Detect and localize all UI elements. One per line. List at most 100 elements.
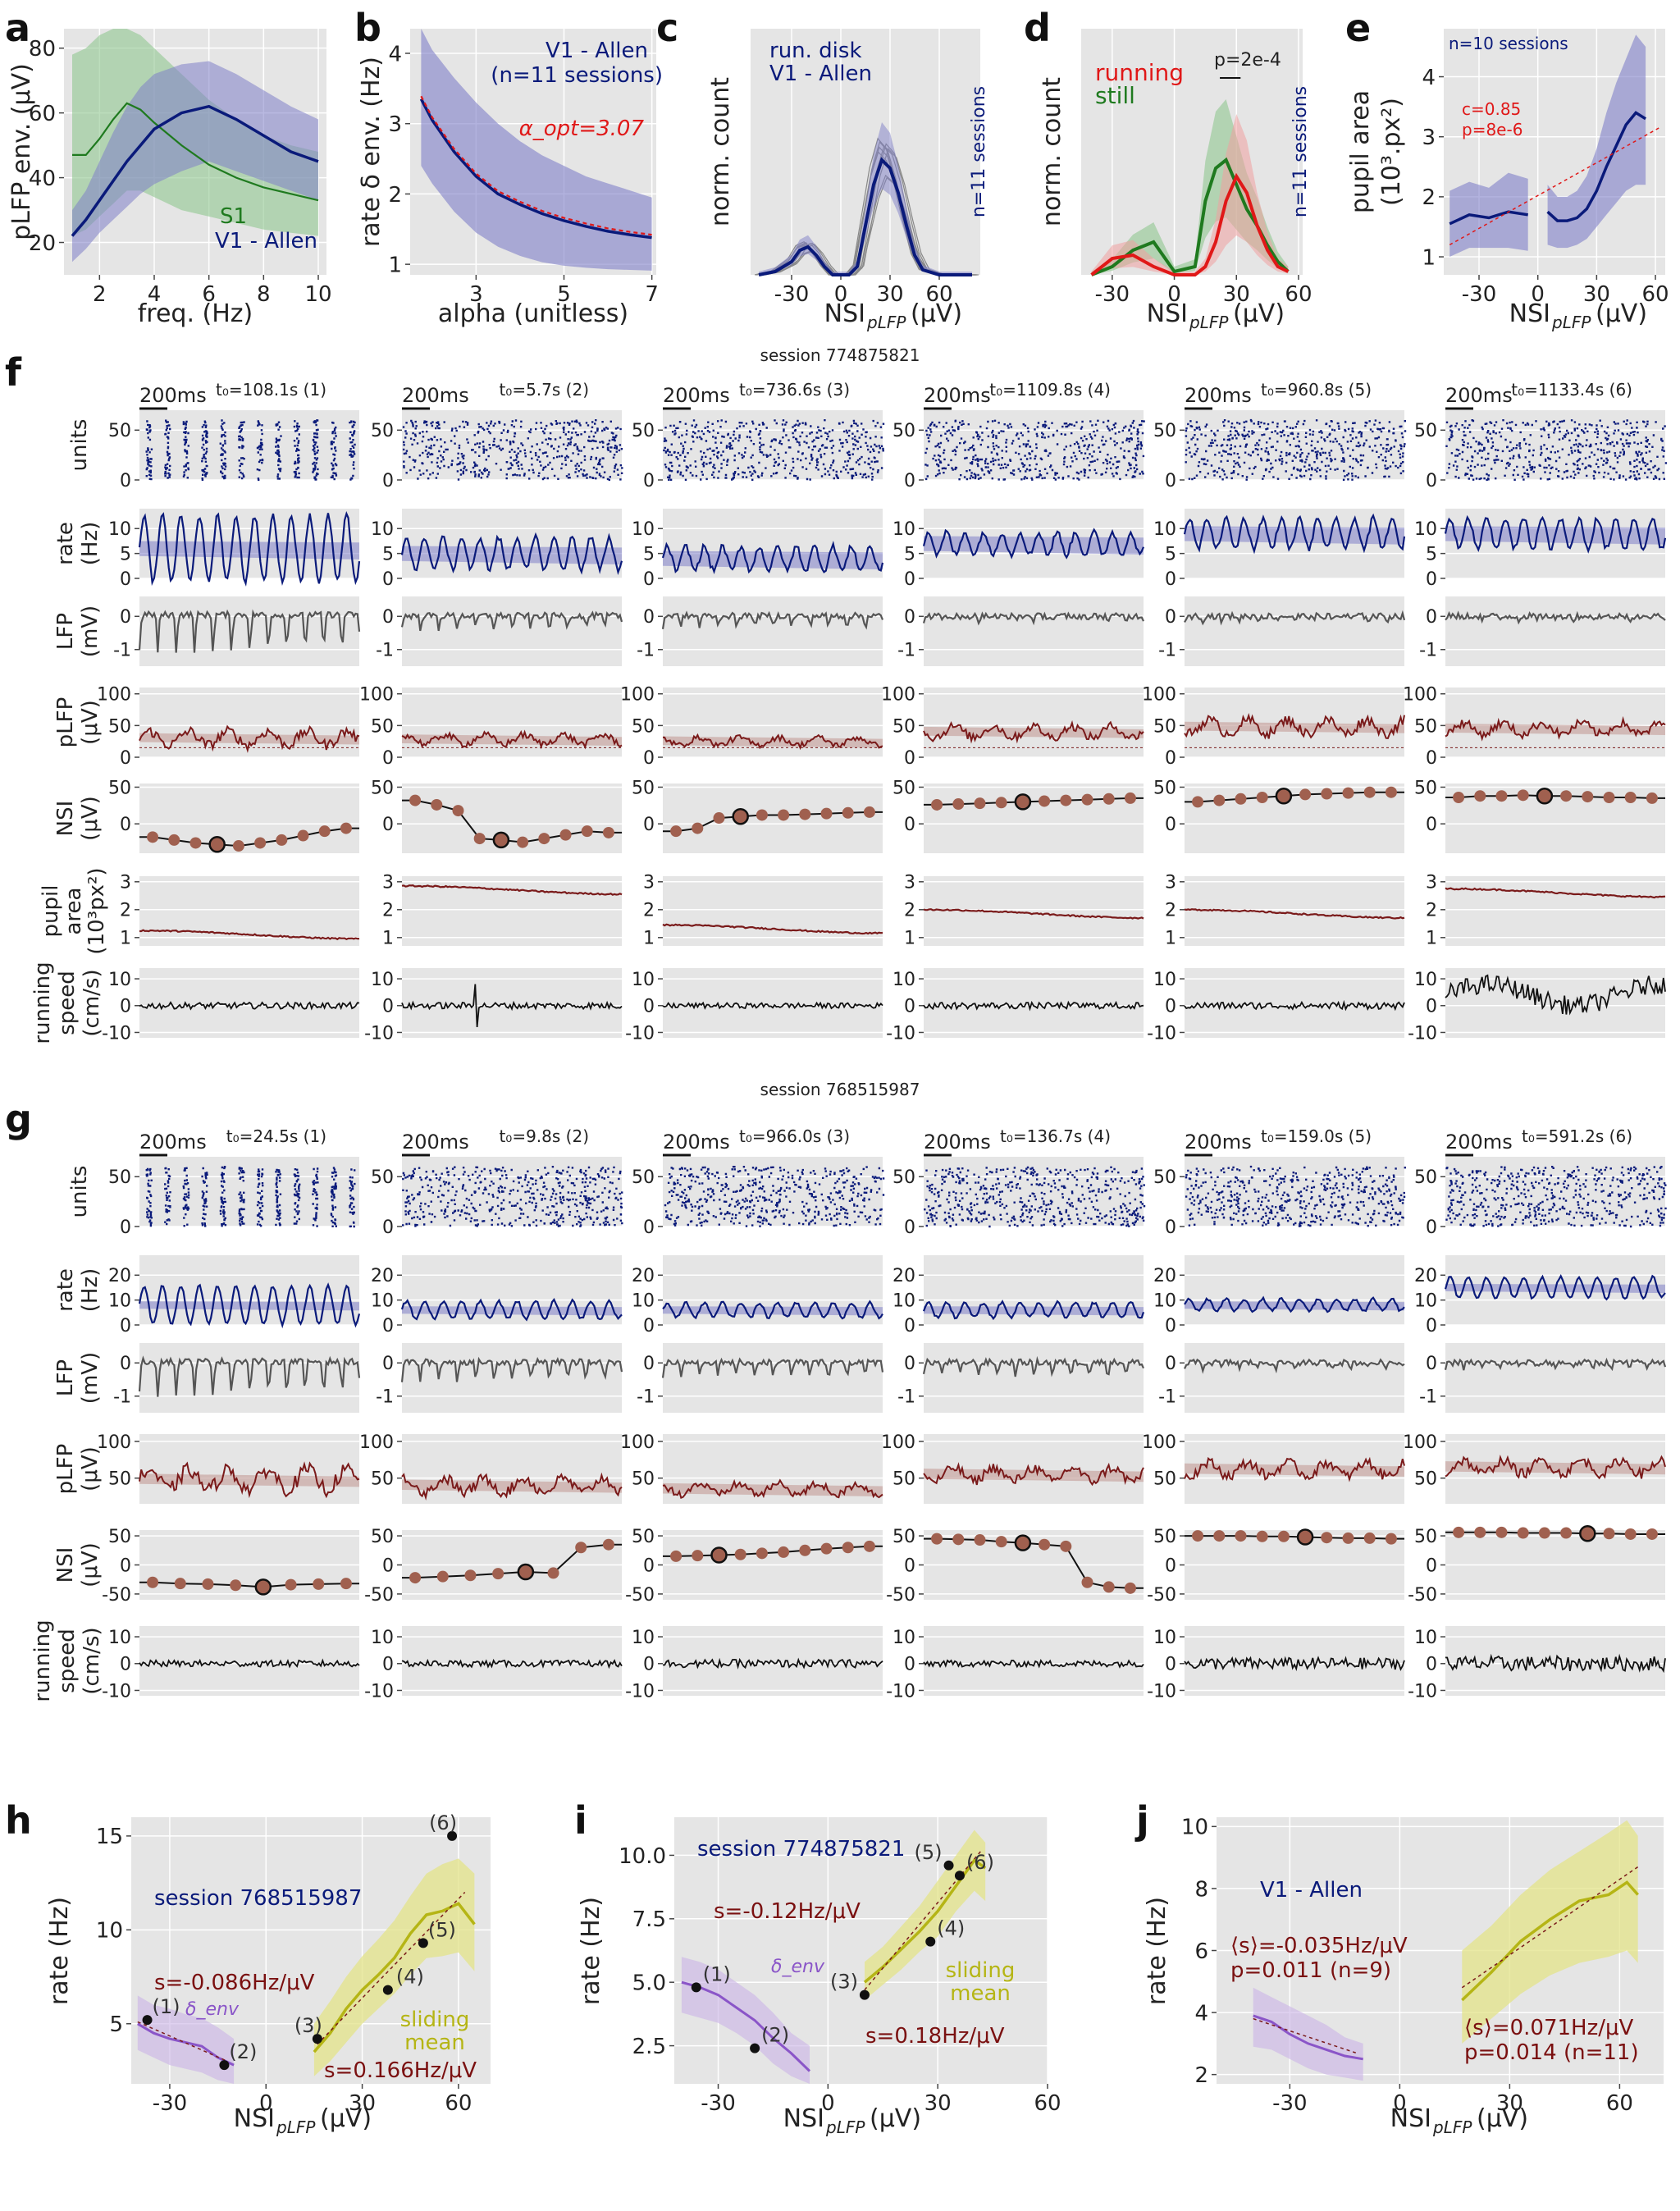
y-tick-label: 3 xyxy=(904,873,915,893)
axes-g-r0-c1: 0 50 xyxy=(371,1157,623,1238)
line-delta-env xyxy=(681,1980,811,2072)
axes-f-r6-c3: -10 0 10 xyxy=(886,968,1144,1044)
y-tick-label: 3 xyxy=(1165,873,1176,893)
nsi-point xyxy=(863,1540,875,1552)
nsi-point xyxy=(517,836,529,848)
x-axis-label: NSI xyxy=(1509,299,1550,328)
y-tick-label: -50 xyxy=(1408,1585,1437,1606)
axes-f-r2-c3: -1 0 xyxy=(897,596,1144,666)
x-tick-label: 30 xyxy=(1496,2091,1523,2116)
y-tick-label: 0 xyxy=(904,471,915,491)
y-tick-label: 15 xyxy=(96,1825,123,1849)
x-tick-label: -30 xyxy=(1272,2091,1307,2116)
y-tick-label: 20 xyxy=(632,1266,655,1286)
y-axis-label: pLFP env. (μV) xyxy=(7,63,36,240)
y-tick-label: 0 xyxy=(904,1316,915,1336)
y-tick-label: 0 xyxy=(904,1354,915,1374)
rate-trace xyxy=(662,1300,883,1320)
nsi-point xyxy=(732,808,749,825)
y-tick-label: 10 xyxy=(1414,519,1437,540)
nsi-point xyxy=(1060,794,1072,806)
y-axis-label-unit: (10³.px²) xyxy=(1377,98,1406,206)
row-label: area xyxy=(62,888,86,935)
y-tick-label: 60 xyxy=(29,102,56,126)
fit-line-neg xyxy=(1253,2017,1357,2053)
running-trace xyxy=(923,1000,1144,1012)
axes-f-r4-c5: 0 50 xyxy=(1414,778,1665,853)
band-neg xyxy=(1253,1987,1363,2081)
session-title: session 774875821 xyxy=(760,345,920,365)
axes-f-r0-c2: 0 50 xyxy=(632,410,885,491)
raster-spikes xyxy=(402,1166,623,1227)
plot-background xyxy=(924,410,1144,480)
y-tick-label: 0 xyxy=(643,1555,655,1576)
panel-letter-f: f xyxy=(5,350,22,395)
nsi-point xyxy=(1296,1528,1314,1546)
nsi-point xyxy=(1495,790,1508,802)
y-tick-label: 10 xyxy=(1414,970,1437,990)
axes-g-r3-c0: 50 100 xyxy=(97,1432,360,1504)
raster-spikes xyxy=(1185,418,1407,481)
nsi-point xyxy=(995,1536,1007,1548)
y-tick-label: 5 xyxy=(643,545,655,565)
nsi-point xyxy=(1124,792,1136,804)
y-tick-label: 3 xyxy=(382,873,394,893)
y-tick-label: 50 xyxy=(371,1167,394,1188)
axes-g-r1-c0: 0 10 20 xyxy=(108,1255,361,1336)
nsi-point xyxy=(1474,1526,1486,1538)
y-tick-label: 0 xyxy=(643,1217,655,1238)
nsi-point xyxy=(1453,1526,1465,1538)
scale-bar-label: 200ms xyxy=(402,384,469,407)
y-tick-label: 50 xyxy=(632,1469,655,1490)
row-label: pupil xyxy=(39,885,63,938)
y-tick-label: 2 xyxy=(1194,2063,1208,2088)
axes-f-r5-c2: 1 2 3 xyxy=(643,873,883,949)
raster-spikes xyxy=(924,1166,1146,1228)
x-axis-label: freq. (Hz) xyxy=(138,299,253,328)
running-trace xyxy=(662,1657,883,1670)
axes-f-r1-c4: 0 5 10 xyxy=(1153,509,1406,590)
panel-letter-j: j xyxy=(1134,1798,1149,1843)
nsi-point xyxy=(1603,1528,1615,1540)
x-axis-label-unit: (μV) xyxy=(1596,299,1647,328)
marker-point xyxy=(691,1982,701,1993)
panel-letter-d: d xyxy=(1024,6,1051,50)
y-tick-label: 50 xyxy=(1414,1167,1437,1188)
y-tick-label: 20 xyxy=(892,1266,915,1286)
y-tick-label: -50 xyxy=(886,1585,915,1606)
side-label: n=11 sessions xyxy=(969,86,989,217)
nsi-point xyxy=(1299,788,1312,801)
pupil-trace xyxy=(139,929,360,941)
y-tick-label: 2 xyxy=(1422,185,1436,210)
nsi-point xyxy=(168,834,180,846)
nsi-point xyxy=(799,1544,811,1556)
fit-line-pos xyxy=(317,1891,466,2045)
lfp-trace xyxy=(1444,1357,1667,1372)
axes-f-r6-c4: -10 0 10 xyxy=(1147,968,1405,1044)
line-pupil-neg xyxy=(1449,210,1528,226)
axes-a: 2 4 6 8 10 20 40 60 80 xyxy=(29,29,332,307)
y-tick-label: 100 xyxy=(1142,1432,1176,1453)
y-tick-label: 6 xyxy=(1194,1939,1208,1964)
axes-j: -30 0 30 60 2 4 6 8 10 xyxy=(1181,1816,1664,2116)
x-axis-label: NSI xyxy=(783,2104,824,2133)
y-tick-label: 50 xyxy=(108,716,131,737)
y-tick-label: 0 xyxy=(120,607,131,628)
nsi-point xyxy=(1560,1527,1573,1539)
x-tick-label: 30 xyxy=(876,282,903,307)
panel-b-subtitle: (n=11 sessions) xyxy=(491,63,663,88)
rate-trace xyxy=(1444,514,1667,554)
axes-f-r4-c1: 0 50 xyxy=(371,778,622,853)
y-tick-label: -10 xyxy=(1147,1023,1176,1044)
stat-pos-p: p=0.014 (n=11) xyxy=(1464,2040,1639,2065)
y-tick-label: 0 xyxy=(1426,1354,1437,1374)
y-tick-label: 1 xyxy=(120,929,131,949)
axes-g-r0-c0: 0 50 xyxy=(108,1157,359,1238)
axes-f-r5-c4: 1 2 3 xyxy=(1165,873,1405,949)
y-axis-label: rate (Hz) xyxy=(45,1897,74,2005)
nsi-point xyxy=(174,1578,186,1590)
x-tick-label: 30 xyxy=(1583,282,1610,307)
plot-background xyxy=(139,596,359,666)
y-tick-label: -1 xyxy=(637,641,655,661)
x-axis-label: NSI xyxy=(1390,2104,1431,2133)
